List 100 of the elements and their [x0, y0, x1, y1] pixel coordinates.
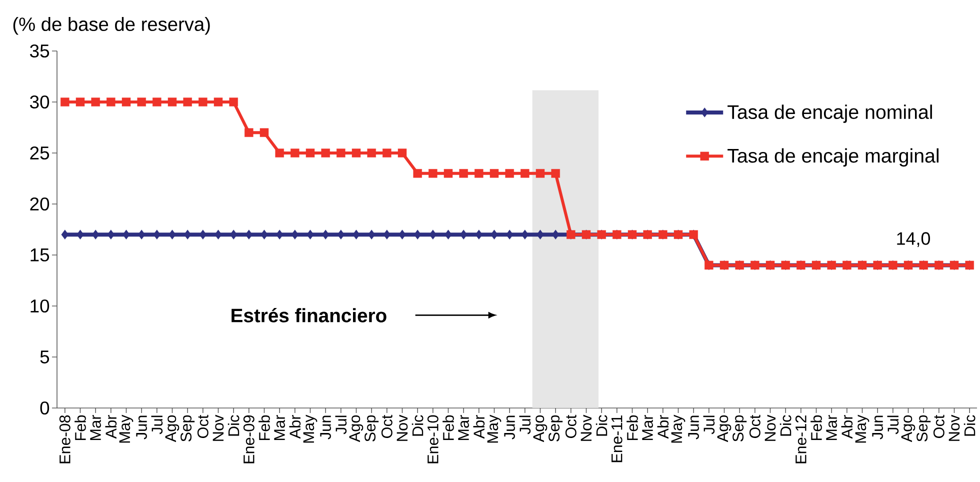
x-tick-label: Dic — [780, 415, 792, 436]
point — [91, 98, 100, 106]
x-tick-label: Jul — [151, 416, 163, 434]
point — [61, 230, 69, 240]
point — [382, 148, 392, 158]
point — [505, 169, 514, 178]
x-tick-label: Mar — [826, 414, 837, 440]
x-tick-label: Ago — [349, 415, 364, 442]
point — [60, 98, 70, 106]
point — [336, 148, 346, 158]
point — [444, 230, 452, 240]
x-tick-label: Jun — [136, 416, 147, 440]
x-tick-label: Mar — [458, 414, 469, 440]
point — [76, 98, 85, 106]
x-tick-label: May — [119, 414, 134, 443]
y-tick-label: 15 — [30, 248, 50, 262]
point — [398, 230, 406, 240]
point — [521, 230, 529, 240]
x-tick-label: Ene-08 — [59, 415, 70, 464]
y-tick-label: 30 — [30, 95, 50, 109]
point — [536, 230, 544, 240]
point — [368, 230, 376, 240]
point — [152, 98, 162, 106]
x-tick-label: May — [303, 414, 318, 443]
x-tick-label: Mar — [90, 414, 101, 440]
x-tick-label: Feb — [442, 415, 454, 440]
x-tick-label: Sep — [180, 415, 195, 442]
x-tick-label: Sep — [732, 415, 747, 442]
point — [214, 98, 223, 106]
x-tick-label: Feb — [626, 415, 638, 440]
x-tick-label: Ago — [165, 415, 180, 442]
point — [428, 169, 438, 178]
x-tick-label: Feb — [810, 415, 822, 440]
y-tick-label: 35 — [30, 44, 50, 58]
x-tick-label: Jun — [688, 416, 699, 440]
point — [413, 169, 422, 178]
x-tick-label: Nov — [580, 414, 592, 441]
point — [367, 148, 376, 158]
point — [352, 230, 360, 240]
point — [352, 148, 361, 158]
y-axis-title: (% de base de reserva) — [13, 16, 210, 35]
point — [122, 230, 130, 240]
point — [153, 230, 161, 240]
x-tick-label: Ago — [717, 415, 732, 442]
point — [183, 98, 192, 106]
x-tick-label: Jun — [320, 416, 331, 440]
point — [506, 230, 514, 240]
point — [474, 169, 484, 178]
point — [490, 230, 498, 240]
x-tick-label: Sep — [548, 415, 563, 442]
x-tick-label: Ago — [901, 415, 916, 442]
x-tick-label: Sep — [916, 415, 931, 442]
point — [551, 169, 560, 178]
y-tick-label: 5 — [40, 350, 50, 364]
point — [291, 230, 299, 240]
point — [137, 98, 146, 106]
point — [475, 230, 483, 240]
x-tick-label: Abr — [289, 414, 301, 439]
point — [460, 230, 468, 240]
x-tick-label: Nov — [212, 414, 224, 441]
x-tick-label: Oct — [565, 414, 576, 438]
point — [244, 128, 254, 137]
x-tick-label: Jul — [703, 416, 715, 434]
point — [106, 98, 116, 106]
legend-label: Tasa de encaje nominal — [728, 104, 932, 123]
x-tick-label: Dic — [228, 415, 240, 436]
point — [245, 230, 253, 240]
point — [168, 230, 176, 240]
point — [383, 230, 391, 240]
x-tick-label: Oct — [197, 414, 208, 438]
x-tick-label: Jul — [519, 416, 531, 434]
point — [321, 148, 330, 158]
x-tick-label: Ago — [533, 415, 548, 442]
x-tick-label: Ene-10 — [427, 415, 438, 464]
point — [306, 230, 314, 240]
point — [290, 148, 300, 158]
point — [429, 230, 437, 240]
point — [184, 230, 192, 240]
x-tick-label: Abr — [841, 414, 853, 439]
point — [76, 230, 84, 240]
x-tick-label: Sep — [364, 415, 379, 442]
point — [260, 230, 268, 240]
x-tick-label: Nov — [948, 414, 960, 441]
x-tick-label: Jul — [887, 416, 899, 434]
point — [520, 169, 530, 178]
point — [414, 230, 422, 240]
point — [199, 230, 207, 240]
x-tick-label: Mar — [274, 414, 285, 440]
point — [306, 148, 315, 158]
point — [229, 98, 238, 106]
point — [260, 128, 269, 137]
point — [337, 230, 345, 240]
x-tick-label: Abr — [105, 414, 117, 439]
x-tick-label: Oct — [381, 414, 392, 438]
y-tick-label: 20 — [30, 197, 50, 211]
point — [444, 169, 453, 178]
x-tick-label: Abr — [657, 414, 669, 439]
point — [322, 230, 330, 240]
point — [92, 230, 100, 240]
point — [122, 98, 131, 106]
